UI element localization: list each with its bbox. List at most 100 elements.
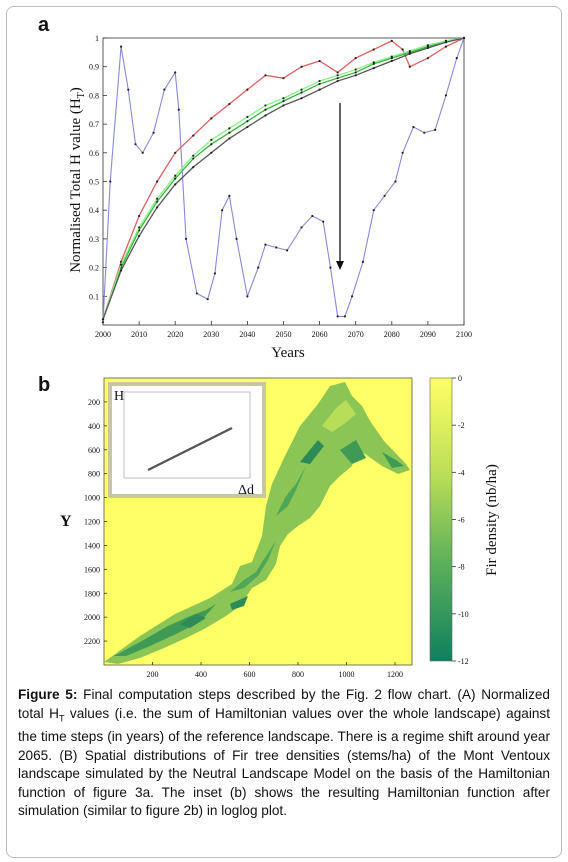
series-red-point: [408, 65, 411, 68]
series-green-point: [174, 177, 177, 180]
x-tick-label: 2080: [384, 330, 400, 339]
x-tick-label: 2070: [348, 330, 364, 339]
series-green-point: [300, 91, 303, 94]
y-tick-label: 1400: [84, 541, 100, 550]
colorbar-tick-label: -10: [458, 610, 469, 619]
series-gray-point: [156, 206, 159, 209]
series-oscillating-point: [275, 246, 278, 249]
series-gray-point: [228, 137, 231, 140]
colorbar-tick-label: -6: [458, 516, 465, 525]
series-lightgreen-line: [102, 37, 465, 320]
colorbar: [429, 377, 453, 662]
x-tick-label: 2060: [312, 330, 328, 339]
series-gray-line: [102, 37, 465, 320]
series-oscillating-point: [286, 249, 289, 252]
series-gray-point: [426, 46, 429, 50]
series-lightgreen-point: [156, 197, 159, 200]
series-lightgreen-point: [408, 49, 411, 53]
series-oscillating-point: [350, 295, 354, 298]
series-gray-point: [192, 166, 195, 169]
panel-label-a: a: [38, 14, 50, 36]
series-oscillating-point: [141, 151, 144, 154]
y-tick-label: 0.5: [89, 178, 99, 187]
series-green-point: [246, 120, 249, 123]
caption-text-continued: values (i.e. the sum of Hamiltonian valu…: [18, 705, 550, 819]
series-gray-point: [408, 52, 411, 55]
y-tick-label: 0.4: [89, 206, 99, 215]
series-oscillating-point: [343, 315, 346, 318]
series-oscillating-line: [102, 37, 465, 323]
series-gray-point: [390, 59, 393, 63]
series-gray-point: [246, 125, 249, 129]
series-lightgreen-point: [264, 104, 267, 107]
series-oscillating-point: [152, 131, 155, 134]
inset-plot: H Δd: [108, 382, 266, 498]
series-gray-point: [174, 183, 177, 186]
colorbar-tick-label: -8: [458, 563, 465, 572]
colorbar-tick-label: -2: [458, 421, 465, 430]
heatmap-b: H Δd 200 400 600 800 1000 1200 200 400 600 800 100…: [60, 374, 500, 686]
series-red-point: [210, 117, 213, 120]
colorbar-label: Fir density (nb/ha): [484, 464, 500, 576]
series-lightgreen-point: [426, 44, 429, 47]
series-red-point: [300, 65, 303, 68]
series-oscillating-point: [177, 108, 180, 111]
series-oscillating-point: [300, 226, 303, 229]
series-oscillating-point: [195, 292, 198, 295]
series-lightgreen-point: [192, 154, 195, 157]
series-oscillating-point: [101, 321, 105, 324]
x-tick-label: 200: [147, 670, 159, 679]
y-tick-label: 2200: [84, 637, 100, 646]
series-lightgreen-point: [282, 97, 285, 100]
series-gray-point: [372, 67, 375, 70]
y-tick-label: 0.1: [89, 292, 99, 301]
series-lightgreen-point: [300, 88, 303, 91]
series-lightgreen-point: [354, 68, 357, 71]
series-red-point: [401, 48, 404, 51]
y-tick-label: 1800: [84, 589, 100, 598]
x-tick-label: 2000: [95, 330, 111, 339]
series-oscillating-point: [311, 214, 314, 218]
series-oscillating-point: [423, 131, 426, 134]
series-gray-point: [138, 234, 141, 238]
y-tick-label: 0.9: [89, 63, 99, 72]
series-gray-point: [119, 269, 123, 272]
y-tick-label: 0.3: [89, 235, 99, 244]
series-oscillating-point: [174, 71, 177, 74]
series-oscillating-point: [329, 266, 332, 269]
series-oscillating-point: [412, 125, 415, 129]
series-lightgreen-point: [119, 263, 123, 266]
series-oscillating-point: [336, 315, 339, 318]
x-tick-label: 800: [292, 670, 304, 679]
series-oscillating-point: [221, 209, 224, 212]
series-gray-point: [101, 318, 105, 321]
series-red-line: [102, 37, 465, 320]
y-tick-label: 1200: [84, 518, 100, 527]
x-tick-label: 2050: [276, 330, 292, 339]
y-tick-label: 0.7: [89, 120, 99, 129]
series-oscillating-point: [322, 220, 325, 223]
series-green-point: [156, 200, 159, 203]
y-tick-label: 1000: [84, 494, 100, 503]
y-tick-label: 200: [88, 398, 100, 407]
series-oscillating-point: [257, 266, 260, 269]
y-tick-label: 1600: [84, 565, 100, 574]
series-red-point: [318, 59, 321, 63]
y-tick-label: 0.6: [89, 149, 99, 158]
series-gray-point: [210, 151, 213, 154]
colorbar-tick-label: -12: [458, 657, 469, 666]
series-lightgreen-point: [210, 138, 213, 141]
y-tick-label: 2000: [84, 613, 100, 622]
series-green-point: [282, 100, 285, 103]
x-tick-label: 2020: [167, 330, 183, 339]
y-tick-label: 0.2: [89, 264, 99, 273]
series-gray-point: [462, 36, 466, 40]
series-oscillating-point: [206, 298, 209, 301]
y-axis-label-b: Y: [60, 513, 72, 530]
series-red-point: [228, 102, 231, 106]
series-red-point: [174, 151, 177, 154]
series-oscillating-point: [134, 143, 137, 146]
x-axis-label: Years: [271, 345, 305, 361]
series-red-point: [192, 134, 195, 137]
x-tick-label: 400: [195, 670, 207, 679]
